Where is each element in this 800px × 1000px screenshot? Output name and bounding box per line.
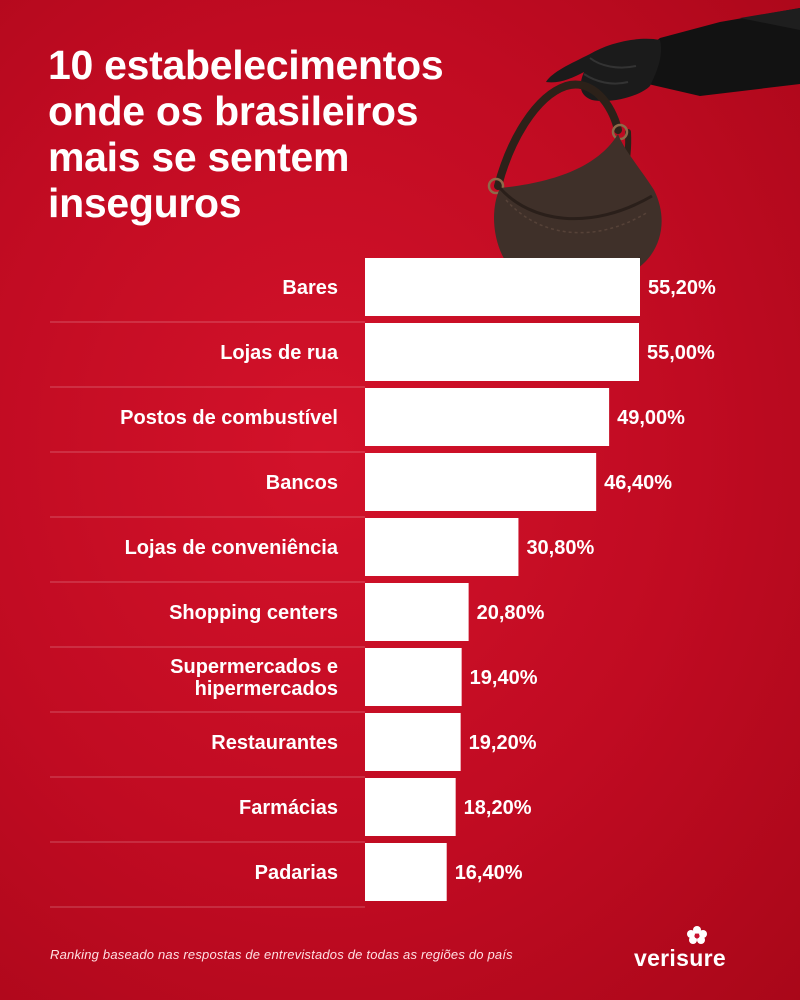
value-label: 30,80% <box>526 537 594 559</box>
category-label: Bancos <box>266 472 338 494</box>
hand-with-handbag-image <box>487 8 800 288</box>
value-label: 46,40% <box>604 472 672 494</box>
value-label: 16,40% <box>455 862 523 884</box>
category-label: Restaurantes <box>211 732 338 754</box>
bar <box>365 518 519 576</box>
value-label: 19,40% <box>470 667 538 689</box>
bar <box>365 713 461 771</box>
category-label: Bares <box>282 277 338 299</box>
value-label: 49,00% <box>617 407 685 429</box>
category-label: Padarias <box>255 862 338 884</box>
brand-name: verisure <box>634 945 726 971</box>
footnote: Ranking baseado nas respostas de entrevi… <box>50 947 513 962</box>
value-label: 19,20% <box>469 732 537 754</box>
category-label: Lojas de rua <box>220 342 339 364</box>
page-title: 10 estabelecimentos onde os brasileiros … <box>48 42 444 226</box>
value-label: 18,20% <box>464 797 532 819</box>
category-label: Farmácias <box>239 797 338 819</box>
value-label: 20,80% <box>477 602 545 624</box>
bar <box>365 323 640 381</box>
value-label: 55,20% <box>648 277 716 299</box>
verisure-flower-icon <box>687 926 707 944</box>
category-label: Postos de combustível <box>120 407 338 429</box>
bar <box>365 648 462 706</box>
bar <box>365 843 447 901</box>
bar <box>365 453 597 511</box>
bar <box>365 258 640 316</box>
category-label: Shopping centers <box>169 602 338 624</box>
value-label: 55,00% <box>647 342 715 364</box>
verisure-logo: verisure <box>632 925 762 975</box>
bar <box>365 583 469 641</box>
category-label: Supermercados e hipermercados <box>170 656 338 700</box>
category-label: Lojas de conveniência <box>125 537 339 559</box>
bar <box>365 388 610 446</box>
bar <box>365 778 456 836</box>
